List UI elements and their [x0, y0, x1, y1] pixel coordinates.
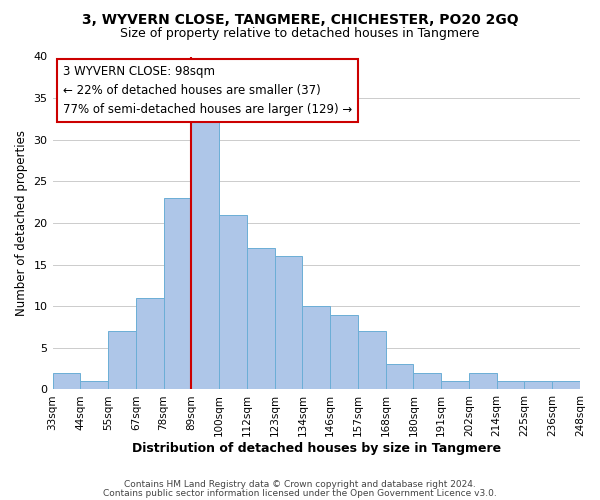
Bar [80, 381, 108, 390]
Bar [386, 364, 413, 390]
Bar [136, 298, 164, 390]
Text: Size of property relative to detached houses in Tangmere: Size of property relative to detached ho… [121, 28, 479, 40]
Bar [108, 331, 136, 390]
Bar [53, 373, 80, 390]
Bar [469, 373, 497, 390]
Bar [358, 331, 386, 390]
Bar [441, 381, 469, 390]
Bar [191, 115, 219, 390]
Bar [164, 198, 191, 390]
Bar [302, 306, 330, 390]
Bar [497, 381, 524, 390]
Bar [247, 248, 275, 390]
Bar [219, 214, 247, 390]
Bar [552, 381, 580, 390]
Bar [524, 381, 552, 390]
Bar [275, 256, 302, 390]
X-axis label: Distribution of detached houses by size in Tangmere: Distribution of detached houses by size … [132, 442, 501, 455]
Bar [330, 314, 358, 390]
Y-axis label: Number of detached properties: Number of detached properties [15, 130, 28, 316]
Text: Contains public sector information licensed under the Open Government Licence v3: Contains public sector information licen… [103, 489, 497, 498]
Text: 3, WYVERN CLOSE, TANGMERE, CHICHESTER, PO20 2GQ: 3, WYVERN CLOSE, TANGMERE, CHICHESTER, P… [82, 12, 518, 26]
Text: Contains HM Land Registry data © Crown copyright and database right 2024.: Contains HM Land Registry data © Crown c… [124, 480, 476, 489]
Bar [413, 373, 441, 390]
Text: 3 WYVERN CLOSE: 98sqm
← 22% of detached houses are smaller (37)
77% of semi-deta: 3 WYVERN CLOSE: 98sqm ← 22% of detached … [63, 65, 352, 116]
